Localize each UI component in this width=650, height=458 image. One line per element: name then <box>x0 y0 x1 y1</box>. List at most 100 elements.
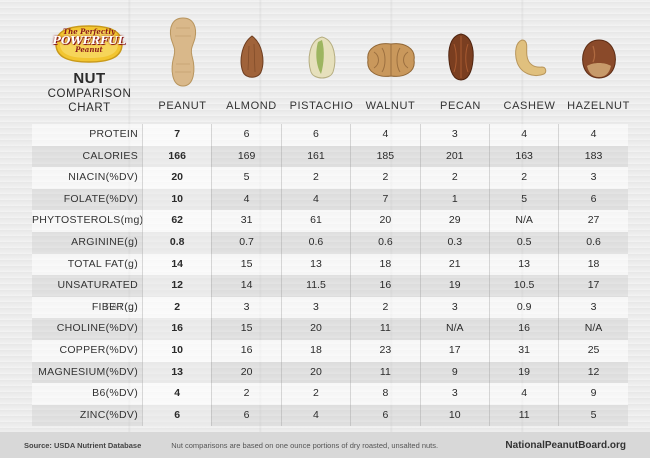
table-cell: 17 <box>558 275 627 297</box>
logo-line-3: Peanut <box>75 45 103 54</box>
nut-name-hazelnut: HAZELNUT <box>567 100 630 112</box>
row-label: PROTEIN <box>89 128 138 140</box>
table-cell: 3 <box>419 124 489 146</box>
table-cell: 166 <box>142 145 212 168</box>
nut-column-cashew: CASHEW <box>495 12 564 112</box>
table-cell: 163 <box>488 145 558 168</box>
row-label: B6(%DV) <box>92 387 138 400</box>
table-cell: 31 <box>488 339 558 362</box>
table-cell: 20 <box>211 361 280 384</box>
table-cell: 4 <box>558 124 627 146</box>
table-cell: 16 <box>350 275 419 297</box>
footer-url-link[interactable]: NationalPeanutBoard.org <box>505 439 626 451</box>
table-cell: 0.6 <box>558 231 627 254</box>
row-label: FOLATE(%DV) <box>63 192 138 205</box>
logo-line-1: The Perfectly <box>62 27 116 36</box>
footer-bar: Source: USDA Nutrient Database Nut compa… <box>0 432 650 458</box>
row-label: ARGININE(g) <box>71 235 138 248</box>
nut-name-peanut: PEANUT <box>158 100 207 112</box>
table-cell: 11 <box>488 404 558 427</box>
table-cell: 16 <box>211 339 280 362</box>
table-cell: 2 <box>419 167 489 189</box>
row-label: UNSATURATED FAT(g) <box>57 279 138 313</box>
table-cell: 10.5 <box>488 275 558 297</box>
nut-name-almond: ALMOND <box>226 100 277 112</box>
table-cell: 185 <box>350 145 419 168</box>
table-cell: 6 <box>211 404 280 427</box>
table-cell: 4 <box>280 188 350 211</box>
table-cell: 2 <box>350 296 419 319</box>
table-cell: 1 <box>419 188 489 211</box>
nut-column-hazelnut: HAZELNUT <box>564 12 633 112</box>
table-row: CHOLINE(%DV) 16 15 20 11 N/A 16 N/A <box>32 318 628 340</box>
table-cell: 0.3 <box>419 231 489 254</box>
table-cell: 6 <box>211 124 280 146</box>
table-cell: 14 <box>211 275 280 297</box>
table-cell: 10 <box>142 339 212 362</box>
footer-note: Nut comparisons are based on one ounce p… <box>171 440 439 450</box>
table-cell: 0.9 <box>488 296 558 319</box>
table-cell: 11.5 <box>280 275 350 297</box>
table-row: CALORIES 166 169 161 185 201 163 183 <box>32 145 628 168</box>
table-cell: 13 <box>488 253 558 276</box>
table-cell: 13 <box>280 253 350 276</box>
table-cell: 5 <box>558 404 627 427</box>
table-cell: 15 <box>211 318 280 340</box>
table-row: ZINC(%DV) 6 6 4 6 10 11 5 <box>32 404 628 427</box>
hazelnut-icon <box>581 39 616 79</box>
nut-column-pecan: PECAN <box>426 12 495 112</box>
table-cell: 0.5 <box>488 231 558 254</box>
table-cell: 169 <box>211 145 280 168</box>
table-cell: 183 <box>558 145 627 168</box>
table-cell: 10 <box>142 188 212 211</box>
table-cell: 4 <box>211 188 280 211</box>
cashew-icon <box>514 39 546 76</box>
table-cell: 201 <box>419 145 489 168</box>
table-cell: 14 <box>142 253 212 276</box>
table-cell: 3 <box>280 296 350 319</box>
table-cell: 161 <box>280 145 350 168</box>
nut-name-cashew: CASHEW <box>503 100 556 112</box>
table-cell: 21 <box>419 253 489 276</box>
table-cell: 20 <box>280 318 350 340</box>
table-cell: 31 <box>211 210 280 232</box>
logo-badge-icon <box>55 25 123 63</box>
table-cell: 61 <box>280 210 350 232</box>
table-cell: 2 <box>142 296 212 319</box>
nut-name-walnut: WALNUT <box>365 100 416 112</box>
table-cell: 4 <box>280 404 350 427</box>
peanut-icon <box>169 17 196 87</box>
almond-icon <box>240 35 263 78</box>
table-cell: 20 <box>350 210 419 232</box>
table-cell: 27 <box>558 210 627 232</box>
table-cell: 4 <box>142 383 212 405</box>
pistachio-icon <box>308 36 335 79</box>
table-cell: 6 <box>280 124 350 146</box>
table-cell: 2 <box>488 167 558 189</box>
nut-column-walnut: WALNUT <box>356 12 425 112</box>
row-label: FIBER(g) <box>91 300 138 313</box>
table-cell: 16 <box>142 318 212 340</box>
walnut-icon <box>366 43 415 77</box>
table-cell: 3 <box>558 167 627 189</box>
table-cell: 9 <box>419 361 489 384</box>
table-cell: 4 <box>488 124 558 146</box>
row-label: PHYTOSTEROLS(mg) <box>32 214 144 227</box>
table-cell: 2 <box>280 167 350 189</box>
row-label: ZINC(%DV) <box>79 408 138 421</box>
table-cell: 2 <box>211 383 280 405</box>
table-cell: 7 <box>350 188 419 211</box>
nut-header-row: PEANUT ALMOND PISTACHIO WALNUT PECAN <box>148 12 629 112</box>
table-cell: N/A <box>558 318 627 340</box>
row-label: NIACIN(%DV) <box>68 171 138 184</box>
nut-column-pistachio: PISTACHIO <box>287 12 356 112</box>
table-cell: 3 <box>419 296 489 319</box>
table-cell: 4 <box>350 124 419 146</box>
nut-name-pecan: PECAN <box>440 100 481 112</box>
pecan-icon <box>447 33 474 81</box>
table-row: MAGNESIUM(%DV) 13 20 20 11 9 19 12 <box>32 361 628 384</box>
table-cell: 16 <box>488 318 558 340</box>
table-cell: 20 <box>142 167 212 189</box>
table-cell: N/A <box>419 318 489 340</box>
table-row: B6(%DV) 4 2 2 8 3 4 9 <box>32 383 628 405</box>
